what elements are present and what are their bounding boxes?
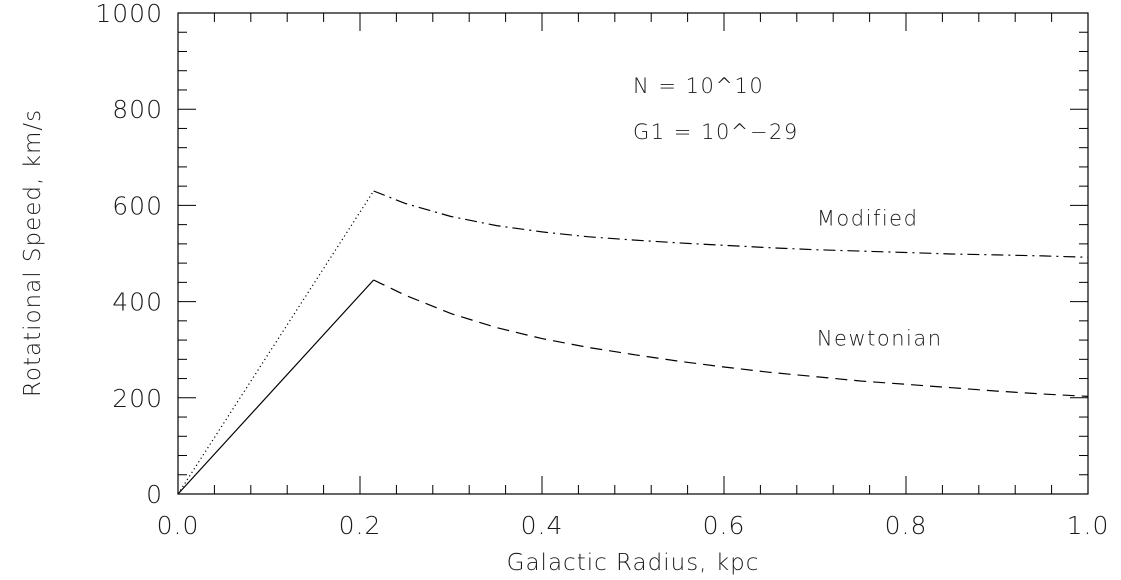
plot-frame <box>177 12 1089 495</box>
x-tick-label: 0.4 <box>521 511 564 540</box>
annotations: N = 10^10 G1 = 10^−29 Modified Newtonian <box>633 74 943 351</box>
x-tick-label: 1.0 <box>1067 511 1110 540</box>
newtonian-dashed-line <box>373 279 1089 397</box>
modified-dashdot-line <box>373 190 1089 258</box>
y-tick-label: 800 <box>112 95 163 124</box>
x-axis-title: Galactic Radius, kpc <box>507 550 760 576</box>
y-tick-label: 0 <box>146 480 163 509</box>
newtonian-solid-line <box>177 279 375 495</box>
y-tick-label: 600 <box>112 191 163 220</box>
y-axis-title: Rotational Speed, km/s <box>20 109 46 397</box>
x-tick-label: 0.8 <box>885 511 928 540</box>
axis-ticks <box>177 12 1089 495</box>
annotation-text: Newtonian <box>817 327 943 351</box>
y-tick-label: 200 <box>112 384 163 413</box>
y-tick-label: 400 <box>112 288 163 317</box>
modified-dotted-line <box>177 190 375 495</box>
annotation-text: Modified <box>817 206 919 230</box>
x-tick-label: 0.6 <box>703 511 746 540</box>
x-tick-label: 0.2 <box>339 511 382 540</box>
x-tick-labels: 0.0 0.2 0.4 0.6 0.8 1.0 <box>157 511 1110 540</box>
x-tick-label: 0.0 <box>157 511 200 540</box>
annotation-text: G1 = 10^−29 <box>633 120 799 144</box>
y-tick-labels: 0 200 400 600 800 1000 <box>95 0 163 509</box>
annotation-text: N = 10^10 <box>633 74 764 98</box>
y-tick-label: 1000 <box>95 0 163 28</box>
series-lines <box>177 190 1089 495</box>
